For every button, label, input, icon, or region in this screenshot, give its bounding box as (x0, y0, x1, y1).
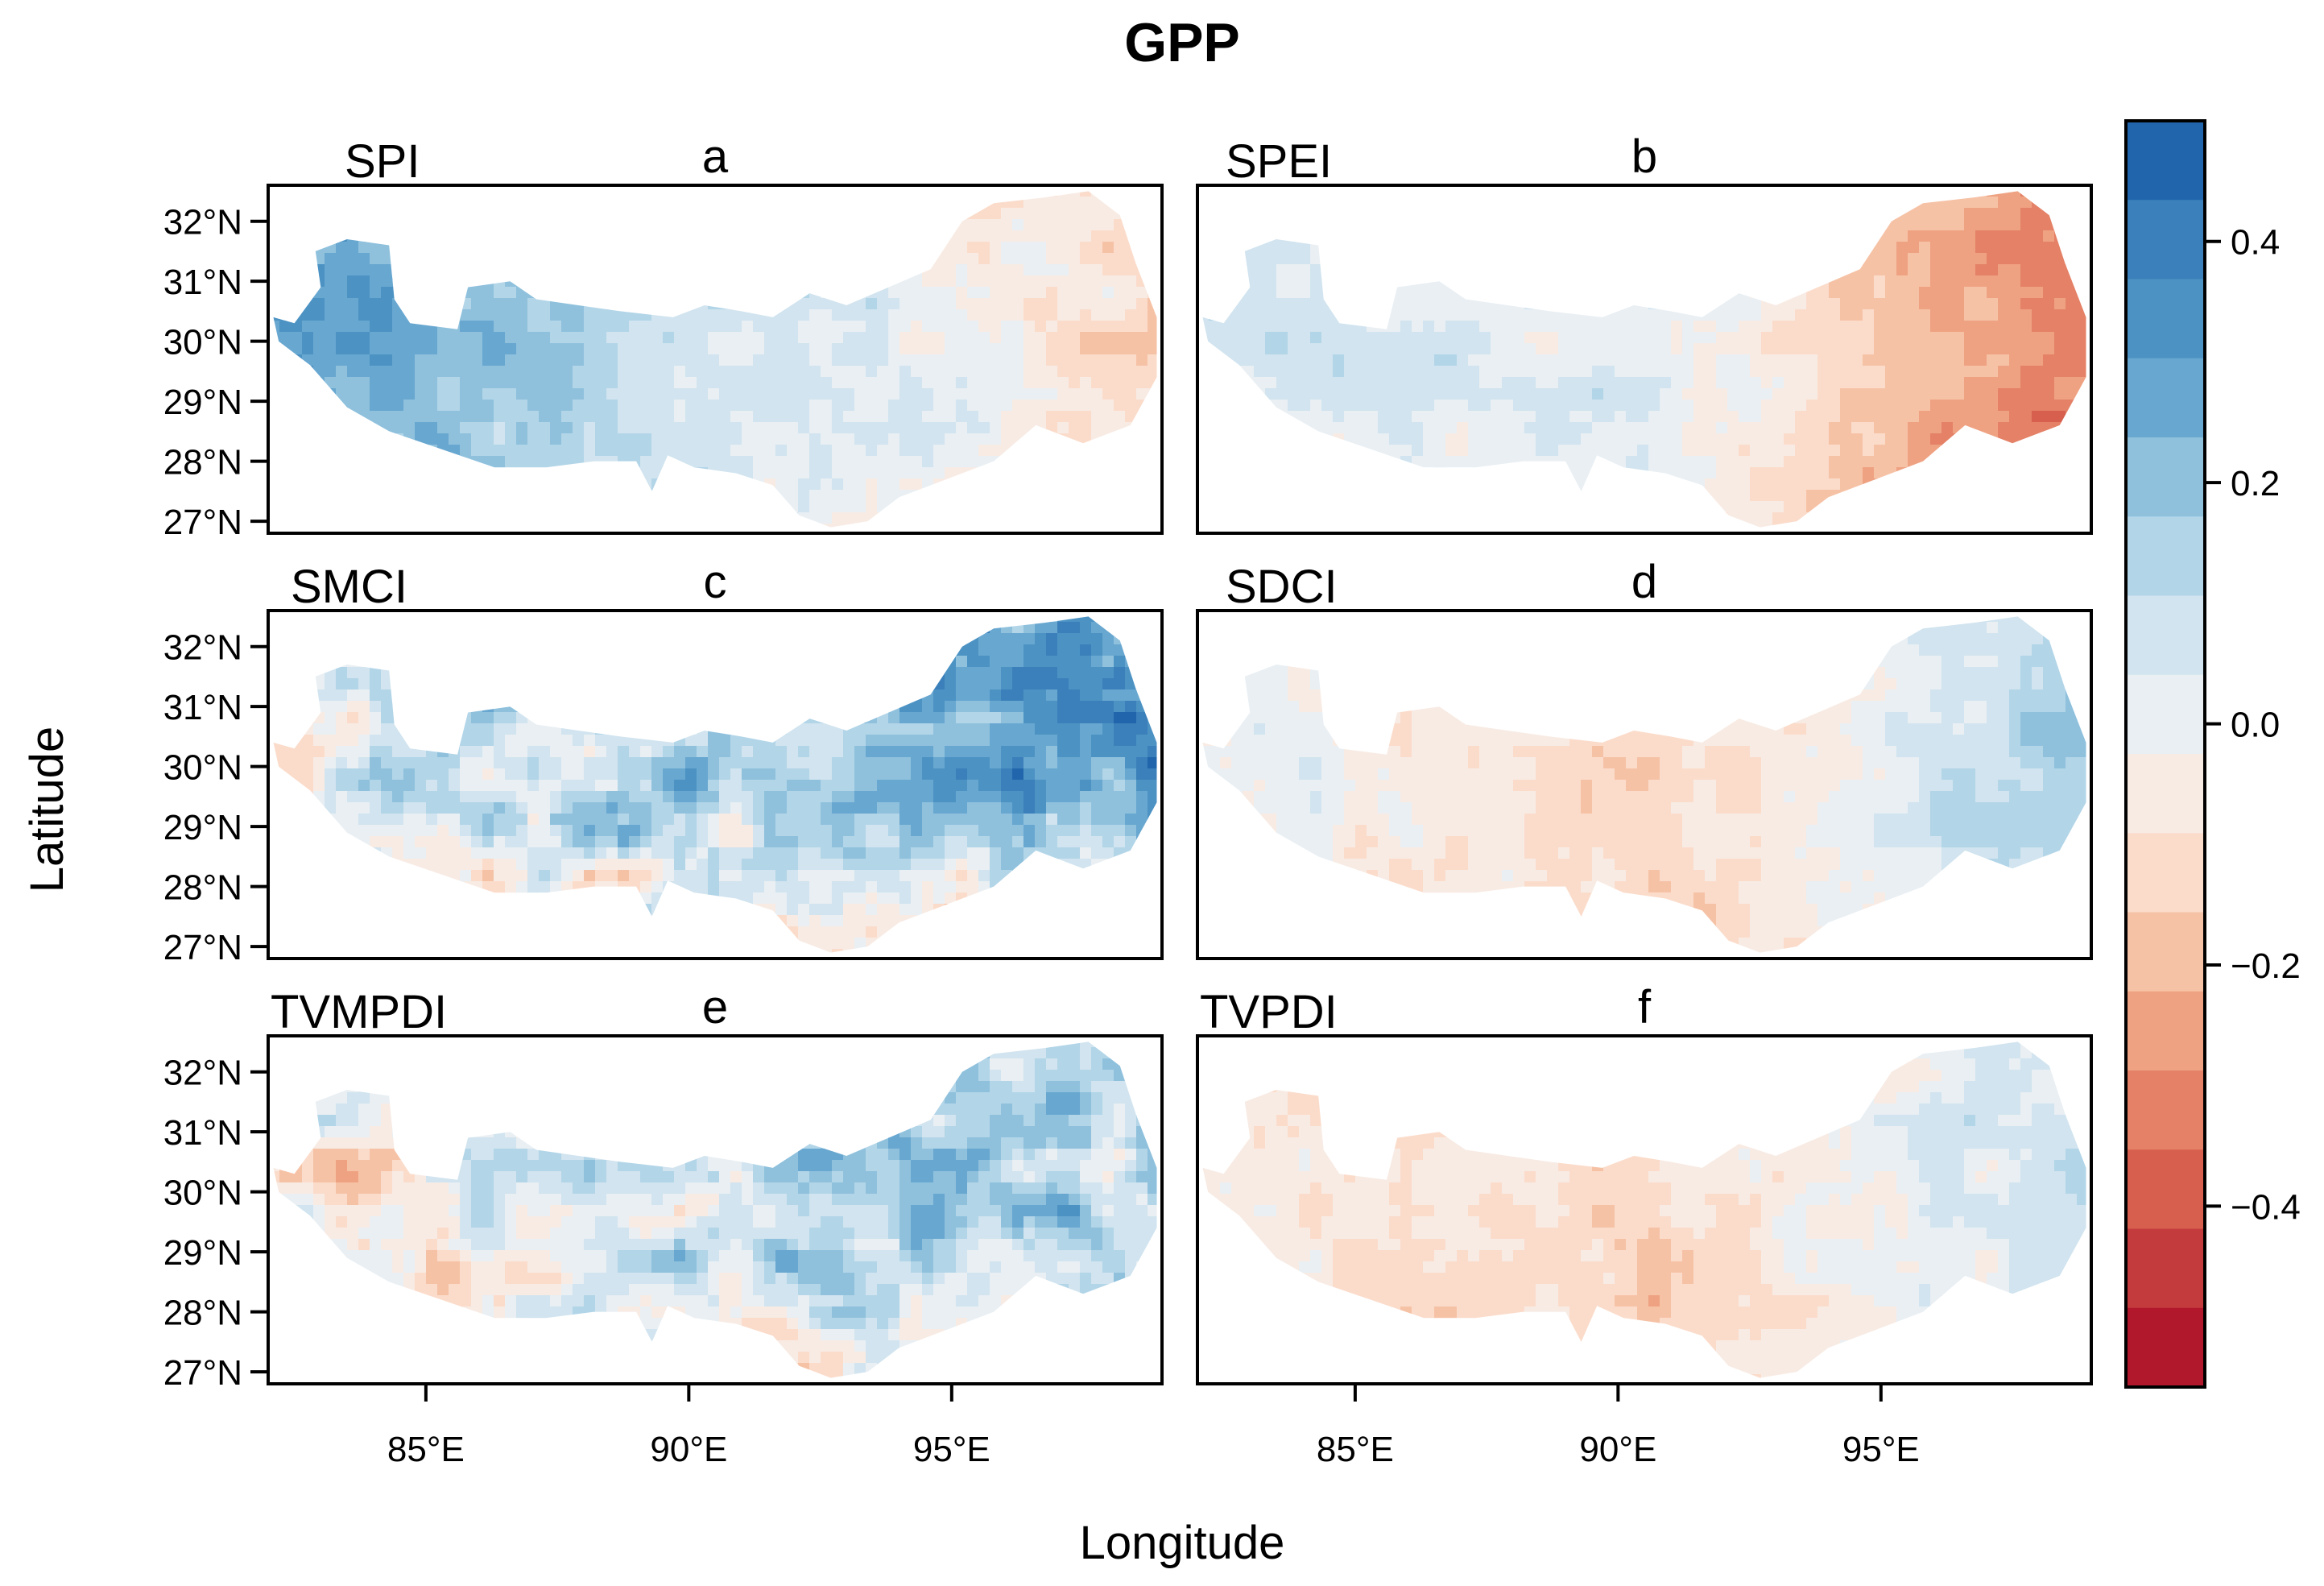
gpp-raster-f (1202, 1041, 2086, 1378)
panel-index-label: SMCI (291, 561, 407, 613)
panel-index-label: TVPDI (1200, 986, 1338, 1038)
colorbar-swatch (2126, 912, 2205, 992)
lat-tick-label: 28°N (163, 868, 242, 908)
panel-letter: c (704, 556, 727, 608)
lat-tick-label: 27°N (163, 1353, 242, 1393)
lat-tick-label: 32°N (163, 1054, 242, 1093)
lon-tick-label: 90°E (650, 1430, 727, 1469)
colorbar-swatch (2126, 991, 2205, 1071)
lon-tick-label: 95°E (1842, 1430, 1920, 1469)
y-axis-title: Latitude (21, 727, 73, 892)
gpp-raster-b (1202, 191, 2086, 528)
panel-e: TVMPDI e 32°N 31°N 30°N 29°N 28°N 27°N 85°E 90°E 9… (163, 981, 1164, 1469)
panel-index-label: SDCI (1226, 561, 1338, 613)
lat-tick-label: 28°N (163, 443, 242, 482)
lon-tick-label: 85°E (387, 1430, 465, 1469)
panel-f: TVPDI f 85°E 90°E 95°E (1196, 981, 2093, 1469)
panel-frame-d (1196, 609, 2093, 960)
panel-a: SPI a 32°N 31°N 30°N 29°N 28°N 27°N (163, 130, 1164, 542)
figure-title: GPP (1124, 12, 1240, 73)
panel-letter: a (702, 130, 729, 183)
panel-index-label: TVMPDI (271, 986, 447, 1038)
lat-tick-label: 30°N (163, 323, 242, 362)
colorbar-tick-label: 0.4 (2231, 223, 2280, 263)
lat-tick-label: 31°N (163, 263, 242, 302)
colorbar-swatch (2126, 516, 2205, 596)
lat-tick-label: 29°N (163, 808, 242, 847)
panel-index-label: SPI (345, 135, 420, 188)
lat-tick-label: 28°N (163, 1294, 242, 1333)
panel-frame-c (267, 609, 1164, 960)
colorbar-swatch (2126, 1149, 2205, 1229)
colorbar-swatch (2126, 754, 2205, 834)
colorbar-swatch (2126, 833, 2205, 913)
gpp-raster-d (1202, 616, 2086, 953)
lat-tick-label: 32°N (163, 628, 242, 668)
colorbar-tick-label: 0.0 (2231, 706, 2280, 745)
lat-tick-label: 27°N (163, 928, 242, 967)
lat-tick-label: 32°N (163, 203, 242, 242)
colorbar-swatch (2126, 279, 2205, 359)
lat-tick-label: 29°N (163, 1233, 242, 1273)
colorbar-swatch (2126, 1307, 2205, 1388)
colorbar-swatch (2126, 1228, 2205, 1309)
colorbar-tick-label: −0.2 (2231, 946, 2301, 986)
colorbar-swatch (2126, 121, 2205, 201)
panel-d: SDCI d (1196, 556, 2093, 960)
lat-tick-label: 29°N (163, 383, 242, 422)
colorbar-swatch (2126, 200, 2205, 280)
gpp-raster-c (273, 616, 1157, 953)
lat-tick-label: 27°N (163, 503, 242, 542)
panel-letter: e (702, 981, 728, 1033)
lat-tick-label: 30°N (163, 748, 242, 788)
panel-frame-a (267, 184, 1164, 535)
panel-index-label: SPEI (1226, 135, 1332, 188)
panel-letter: b (1631, 130, 1657, 183)
colorbar: 0.4 0.2 0.0 −0.2 −0.4 (2124, 119, 2301, 1389)
x-axis-title: Longitude (1080, 1517, 1285, 1569)
gpp-raster-a (273, 191, 1157, 528)
panel-frame-e (267, 1034, 1164, 1385)
panel-c: SMCI c 32°N 31°N 30°N 29°N 28°N 27°N (163, 556, 1164, 967)
colorbar-swatch (2126, 437, 2205, 517)
colorbar-swatch (2126, 1070, 2205, 1150)
gpp-raster-e (273, 1041, 1157, 1378)
panel-letter: f (1638, 981, 1652, 1033)
colorbar-swatch (2126, 674, 2205, 755)
lat-tick-label: 31°N (163, 688, 242, 727)
lon-tick-label: 85°E (1317, 1430, 1394, 1469)
panel-frame-b (1196, 184, 2093, 535)
panel-letter: d (1631, 556, 1657, 608)
lon-tick-label: 90°E (1579, 1430, 1656, 1469)
panel-frame-f (1196, 1034, 2093, 1385)
colorbar-tick-label: −0.4 (2231, 1187, 2301, 1227)
lon-tick-label: 95°E (913, 1430, 990, 1469)
colorbar-tick-label: 0.2 (2231, 464, 2280, 503)
colorbar-swatch (2126, 358, 2205, 438)
colorbar-frame (2124, 119, 2206, 1389)
lat-tick-label: 30°N (163, 1174, 242, 1213)
colorbar-swatch (2126, 595, 2205, 676)
panel-grid: SPI a 32°N 31°N 30°N 29°N 28°N 27°N SPEI b SMCI c 32… (163, 130, 2093, 1469)
panel-b: SPEI b (1196, 130, 2093, 535)
lat-tick-label: 31°N (163, 1113, 242, 1153)
